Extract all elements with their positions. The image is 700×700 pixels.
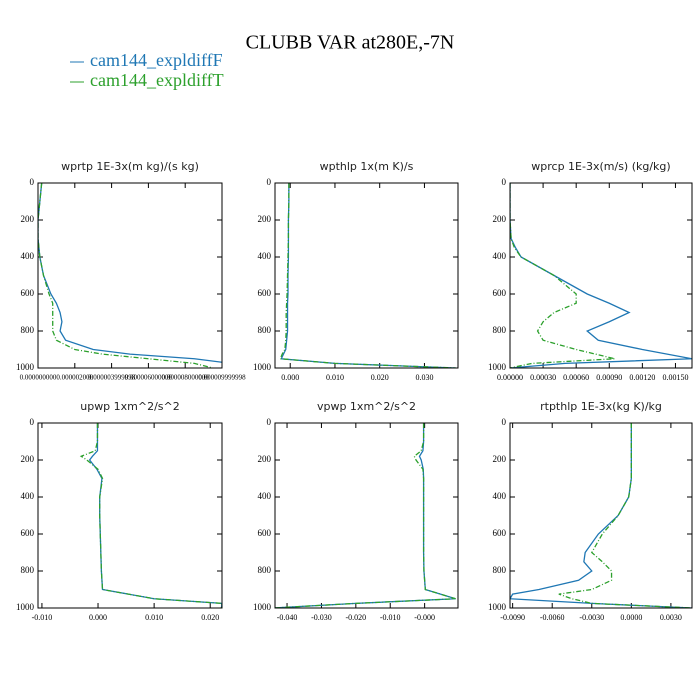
y-tick-label: 1000 (488, 362, 507, 372)
panel-title: wprtp 1E-3x(m kg)/(s kg) (61, 160, 199, 173)
x-tick-label: 0.030 (415, 373, 433, 382)
y-tick-label: 1000 (488, 602, 507, 612)
x-tick-label: -0.000 (414, 613, 435, 622)
y-tick-label: 400 (493, 491, 507, 501)
x-tick-label: 0.0030 (660, 613, 682, 622)
series-line (38, 183, 213, 368)
x-tick-label: 0.0000 (620, 613, 642, 622)
x-tick-label: 0.00060 (563, 373, 589, 382)
plot-frame (274, 422, 459, 609)
x-tick-label: 0.010 (145, 613, 163, 622)
y-tick-label: 1000 (16, 602, 35, 612)
y-tick-label: 400 (258, 251, 272, 261)
y-tick-label: 200 (21, 454, 35, 464)
y-tick-label: 200 (493, 454, 507, 464)
series-line (79, 423, 222, 608)
x-tick-label: 0.00030 (530, 373, 556, 382)
series-line (280, 183, 456, 368)
y-tick-label: 600 (21, 528, 35, 538)
x-tick-label: 0.000000000 (20, 374, 57, 382)
x-tick-label: -0.0090 (500, 613, 525, 622)
series-line (510, 423, 692, 608)
x-tick-label: 0.000006000000 (125, 374, 173, 382)
series-line (38, 183, 222, 363)
plot-frame (37, 422, 223, 609)
x-tick-label: 0.020 (201, 613, 219, 622)
series-line (510, 183, 692, 368)
series-line (279, 183, 456, 368)
plot-frame (509, 422, 693, 609)
x-tick-label: -0.010 (380, 613, 401, 622)
y-tick-label: 800 (21, 325, 35, 335)
x-tick-label: 0.00150 (662, 373, 688, 382)
y-tick-label: 800 (21, 565, 35, 575)
y-tick-label: 0 (267, 177, 272, 187)
y-tick-label: 200 (258, 214, 272, 224)
x-tick-label: 0.000009999998 (198, 374, 246, 382)
panel-title: rtpthlp 1E-3x(kg K)/kg (540, 400, 662, 413)
y-tick-label: 1000 (16, 362, 35, 372)
panel-title: upwp 1xm^2/s^2 (80, 400, 180, 413)
x-tick-label: -0.020 (346, 613, 367, 622)
x-tick-label: -0.0060 (540, 613, 565, 622)
panel-title: vpwp 1xm^2/s^2 (317, 400, 416, 413)
x-tick-label: -0.0030 (579, 613, 604, 622)
y-tick-label: 0 (502, 417, 507, 427)
plot-frame (37, 182, 223, 369)
series-line (275, 423, 456, 608)
y-tick-label: 0 (30, 177, 35, 187)
y-tick-label: 800 (493, 565, 507, 575)
series-line (88, 423, 222, 608)
y-tick-label: 200 (21, 214, 35, 224)
x-tick-label: 0.00090 (596, 373, 622, 382)
x-tick-label: 0.000008000000 (162, 374, 210, 382)
x-tick-label: 0.000 (281, 373, 299, 382)
x-tick-label: -0.040 (277, 613, 298, 622)
y-tick-label: 600 (258, 528, 272, 538)
y-tick-label: 1000 (253, 602, 272, 612)
page-title: CLUBB VAR at280E,-7N (246, 32, 455, 54)
y-tick-label: 0 (502, 177, 507, 187)
plot-frame (509, 182, 693, 369)
y-tick-label: 800 (493, 325, 507, 335)
x-tick-label: 0.000 (89, 613, 107, 622)
y-tick-label: 0 (267, 417, 272, 427)
series-line (275, 423, 456, 608)
y-tick-label: 200 (258, 454, 272, 464)
panel-title: wpthlp 1x(m K)/s (320, 160, 414, 173)
y-tick-label: 600 (493, 528, 507, 538)
legend-label: cam144_expldiffT (90, 70, 224, 90)
panel-title: wprcp 1E-3x(m/s) (kg/kg) (531, 160, 670, 173)
y-tick-label: 800 (258, 325, 272, 335)
x-tick-label: 0.020 (371, 373, 389, 382)
y-tick-label: 0 (30, 417, 35, 427)
y-tick-label: 600 (21, 288, 35, 298)
plot-frame (274, 182, 459, 369)
series-line (510, 183, 615, 368)
y-tick-label: 200 (493, 214, 507, 224)
x-tick-label: 0.010 (326, 373, 344, 382)
x-tick-label: 0.00120 (629, 373, 655, 382)
y-tick-label: 400 (493, 251, 507, 261)
x-tick-label: 0.000002000 (56, 374, 93, 382)
y-tick-label: 600 (258, 288, 272, 298)
y-tick-label: 1000 (253, 362, 272, 372)
x-tick-label: -0.010 (32, 613, 53, 622)
y-tick-label: 800 (258, 565, 272, 575)
x-tick-label: 0.00000 (497, 373, 523, 382)
legend-label: cam144_expldiffF (90, 50, 223, 70)
y-tick-label: 400 (258, 491, 272, 501)
y-tick-label: 400 (21, 251, 35, 261)
x-tick-label: 0.000003999998 (88, 374, 136, 382)
x-tick-label: -0.030 (311, 613, 332, 622)
y-tick-label: 400 (21, 491, 35, 501)
y-tick-label: 600 (493, 288, 507, 298)
